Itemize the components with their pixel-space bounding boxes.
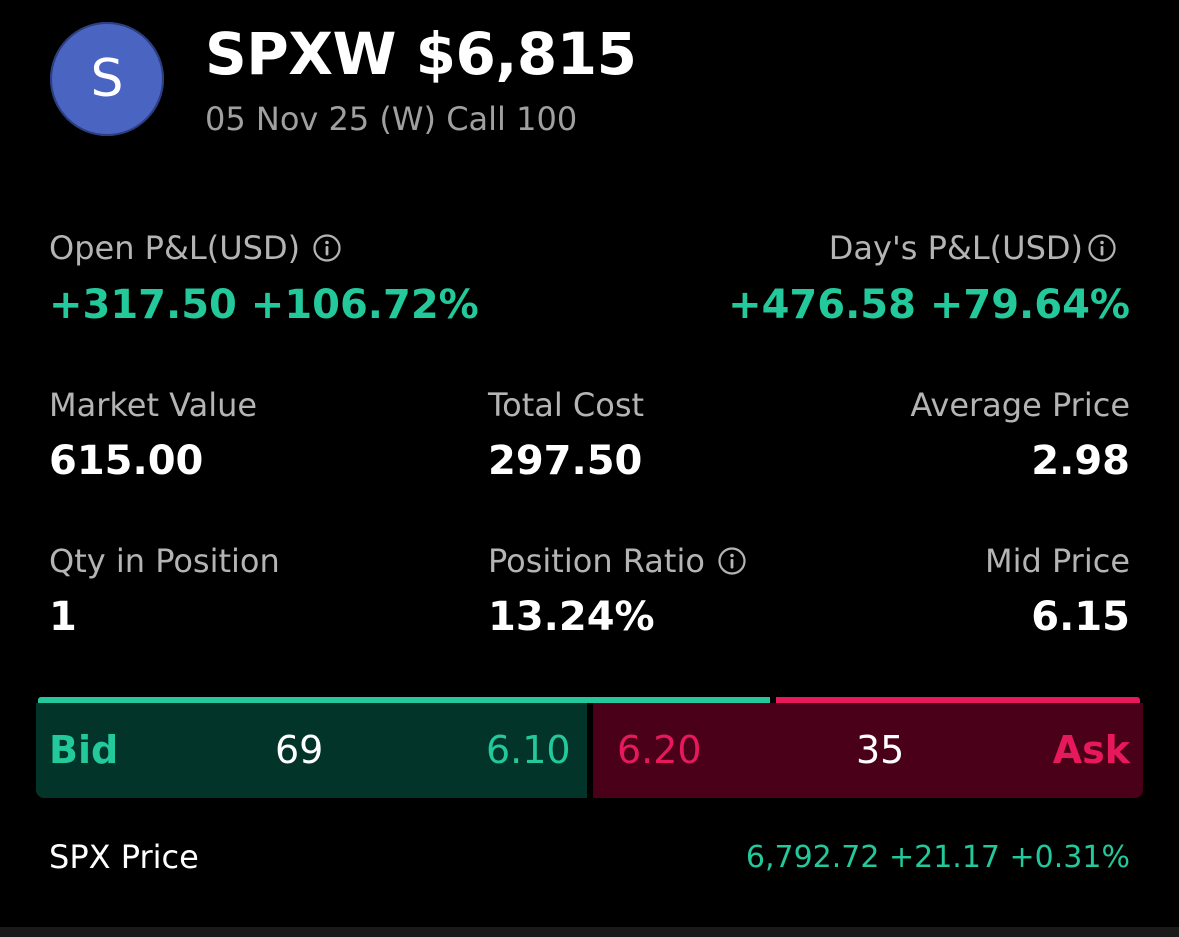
position-ratio-label-row: Position Ratio: [488, 542, 747, 580]
info-icon[interactable]: [1087, 233, 1117, 263]
bid-label: Bid: [49, 728, 119, 772]
spx-price-label: SPX Price: [49, 838, 199, 876]
mid-price-label: Mid Price: [984, 542, 1130, 580]
day-pnl-label-row: Day's P&L(USD): [829, 229, 1117, 267]
market-value-label: Market Value: [49, 386, 258, 424]
bottom-divider: [0, 927, 1179, 937]
spx-price-value: 6,792.72 +21.17 +0.31%: [745, 840, 1130, 875]
average-price-label: Average Price: [910, 386, 1130, 424]
ask-panel[interactable]: [593, 703, 1143, 798]
market-value: 615.00: [49, 438, 204, 484]
ask-ratio-bar: [776, 697, 1140, 703]
average-price: 2.98: [1031, 438, 1130, 484]
mid-price: 6.15: [1031, 594, 1130, 640]
qty-label: Qty in Position: [49, 542, 280, 580]
day-pnl-label: Day's P&L(USD): [828, 229, 1083, 267]
bid-size: 69: [275, 728, 324, 772]
day-pnl-value: +476.58 +79.64%: [728, 282, 1130, 328]
open-pnl-value: +317.50 +106.72%: [49, 282, 479, 328]
qty-value: 1: [49, 594, 77, 640]
info-icon[interactable]: [312, 233, 342, 263]
total-cost: 297.50: [488, 438, 643, 484]
info-icon[interactable]: [717, 546, 747, 576]
page-title: SPXW $6,815: [205, 20, 637, 88]
ask-size: 35: [856, 728, 905, 772]
bid-panel[interactable]: [36, 703, 587, 798]
bid-price: 6.10: [486, 728, 571, 772]
ask-label: Ask: [1052, 728, 1130, 772]
total-cost-label: Total Cost: [488, 386, 645, 424]
bid-ratio-bar: [38, 697, 770, 703]
open-pnl-label: Open P&L(USD): [49, 229, 301, 267]
contract-subtitle: 05 Nov 25 (W) Call 100: [205, 100, 578, 138]
position-ratio-label: Position Ratio: [488, 542, 705, 580]
open-pnl-label-row: Open P&L(USD): [49, 229, 342, 267]
position-ratio: 13.24%: [488, 594, 655, 640]
avatar: S: [50, 22, 164, 136]
ask-price: 6.20: [617, 728, 702, 772]
